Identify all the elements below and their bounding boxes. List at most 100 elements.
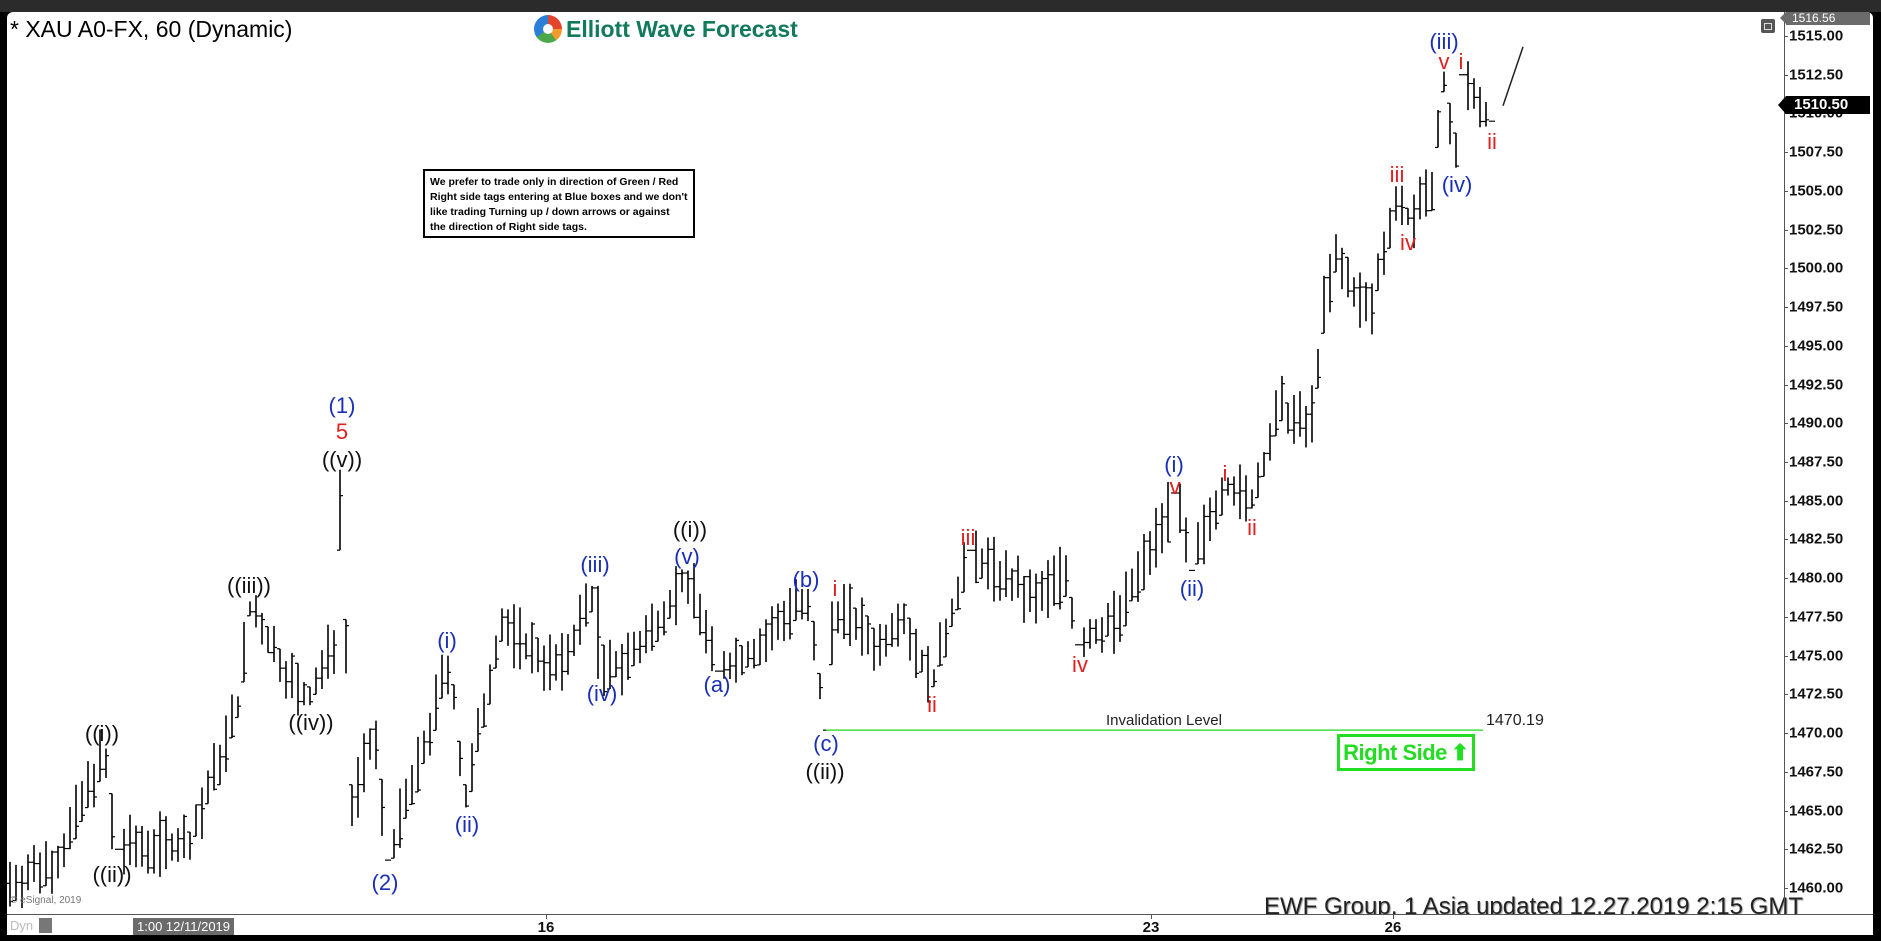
- ohlc-bar: [1123, 571, 1129, 627]
- ohlc-bar: [49, 850, 55, 894]
- time-tick: [1151, 915, 1152, 919]
- ohlc-bar: [703, 609, 709, 654]
- wave-label: ((ii)): [805, 759, 845, 784]
- ohlc-bar: [127, 814, 133, 866]
- ohlc-bar: [13, 864, 19, 902]
- ohlc-bar: [193, 804, 199, 837]
- plot-area[interactable]: * XAU A0-FX, 60 (Dynamic) Elliott Wave F…: [7, 12, 1803, 920]
- ohlc-bar: [751, 638, 757, 669]
- ohlc-bar: [217, 744, 223, 786]
- ohlc-bar: [361, 733, 367, 793]
- ohlc-bar: [1057, 546, 1063, 610]
- ohlc-bar: [889, 613, 895, 647]
- ohlc-bar: [1129, 568, 1135, 602]
- chart-panel: * XAU A0-FX, 60 (Dynamic) Elliott Wave F…: [7, 12, 1873, 935]
- price-tick: [1784, 733, 1788, 735]
- ohlc-bar: [73, 784, 79, 840]
- ohlc-bar: [229, 694, 235, 739]
- ohlc-bar: [679, 569, 685, 593]
- ohlc-bar: [151, 829, 157, 874]
- wave-label: (v): [674, 544, 700, 569]
- wave-label: ii: [1247, 515, 1257, 540]
- ohlc-bar: [1435, 109, 1441, 149]
- ohlc-bar: [1231, 476, 1237, 506]
- ohlc-bar: [937, 622, 943, 667]
- ohlc-bar: [355, 756, 361, 818]
- ohlc-bar: [1357, 272, 1363, 328]
- price-label: 1475.00: [1789, 647, 1844, 665]
- ohlc-bar: [121, 828, 127, 875]
- price-tick: [1784, 229, 1788, 231]
- ohlc-bar: [331, 630, 337, 675]
- ohlc-bar: [979, 548, 985, 579]
- price-label: 1467.50: [1789, 763, 1844, 781]
- price-label: 1490.00: [1789, 414, 1844, 432]
- ohlc-bar: [481, 693, 487, 728]
- ohlc-bar: [103, 748, 109, 778]
- price-tick: [1784, 74, 1788, 76]
- lock-icon[interactable]: [39, 918, 52, 933]
- ohlc-bar: [871, 627, 877, 671]
- ohlc-bar: [1381, 231, 1387, 275]
- price-chart[interactable]: [7, 12, 1784, 914]
- price-label: 1472.50: [1789, 685, 1844, 703]
- time-label: 23: [1142, 919, 1160, 935]
- ohlc-bar: [157, 811, 163, 877]
- logo-icon: [534, 15, 562, 43]
- ohlc-bar: [1093, 619, 1099, 644]
- wave-label: iv: [1072, 652, 1088, 677]
- ohlc-bar: [421, 730, 427, 765]
- ohlc-bar: [649, 603, 655, 651]
- ohlc-bar: [373, 720, 379, 770]
- arrow-up-icon: ⬆: [1450, 739, 1469, 765]
- restore-window-icon[interactable]: [1761, 19, 1775, 33]
- time-label: 26: [1384, 919, 1402, 935]
- ohlc-bar: [529, 622, 535, 674]
- ohlc-bar: [391, 829, 397, 859]
- ohlc-bar: [691, 563, 697, 619]
- ohlc-bar: [517, 607, 523, 670]
- ohlc-bar: [97, 729, 103, 783]
- ohlc-bar: [1243, 475, 1249, 522]
- right-side-label: Right Side: [1343, 739, 1447, 765]
- price-tick: [1784, 345, 1788, 347]
- wave-label: (b): [792, 567, 820, 592]
- price-label: 1505.00: [1789, 182, 1844, 200]
- price-label: 1460.00: [1789, 879, 1844, 897]
- ohlc-bar: [187, 831, 193, 860]
- ohlc-bar: [829, 601, 835, 666]
- ohlc-bar: [451, 684, 457, 710]
- wave-label: i: [1222, 461, 1228, 486]
- ohlc-bar: [721, 651, 727, 679]
- ohlc-bar: [907, 617, 913, 661]
- ohlc-bar: [697, 593, 703, 636]
- ohlc-bar: [547, 634, 553, 691]
- time-axis[interactable]: Dyn 1:00 12/11/2019 16 23 26: [7, 914, 1873, 935]
- ohlc-bar: [775, 603, 781, 640]
- ohlc-bar: [1423, 169, 1429, 217]
- ohlc-bar: [601, 644, 607, 697]
- wave-label: iii: [960, 525, 976, 550]
- ohlc-bar: [343, 618, 349, 674]
- ohlc-bar: [427, 712, 433, 756]
- dyn-label: Dyn: [10, 918, 34, 933]
- wave-label: ((i)): [84, 721, 120, 746]
- ohlc-bar: [709, 626, 715, 672]
- ohlc-bar: [109, 792, 115, 850]
- ohlc-bar: [313, 667, 319, 695]
- price-top-flag: 1516.56: [1780, 12, 1870, 25]
- window-top-bar: [0, 0, 1881, 12]
- right-side-tag: Right Side ⬆: [1337, 734, 1475, 771]
- ohlc-bar: [433, 674, 439, 731]
- wave-label: ((iv)): [288, 710, 334, 735]
- ohlc-bar: [607, 639, 613, 690]
- ohlc-bar: [37, 852, 43, 894]
- notice-line: like trading Turning up / down arrows or…: [430, 206, 670, 218]
- ohlc-bar: [1237, 464, 1243, 520]
- price-tick: [1784, 539, 1788, 541]
- ohlc-bar: [133, 825, 139, 868]
- ohlc-bar: [619, 643, 625, 696]
- price-tick: [1784, 462, 1788, 463]
- time-tick: [546, 915, 547, 919]
